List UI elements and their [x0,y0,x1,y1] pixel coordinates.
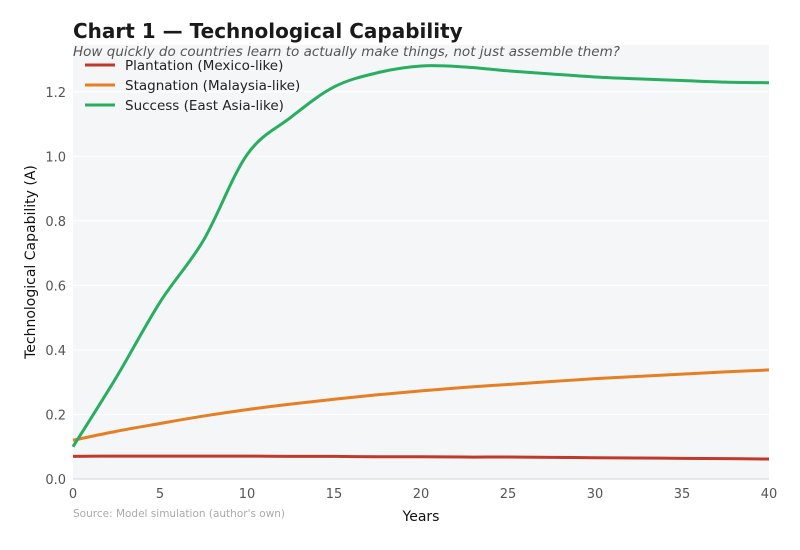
grid-lines [73,91,769,480]
chart-title: Chart 1 — Technological Capability [73,19,463,43]
legend-label: Success (East Asia-like) [125,98,284,114]
y-ticks: 0.0 0.2 0.4 0.6 0.8 1.0 1.2 [45,86,66,488]
y-tick-label: 0.8 [45,215,66,230]
x-axis-label: Years [402,509,440,525]
series-line [72,454,770,461]
series-line [71,64,770,448]
y-tick-label: 0.6 [45,279,66,294]
x-ticks: 0 5 10 15 20 25 30 35 40 [69,487,777,502]
x-tick-label: 40 [761,487,778,502]
x-tick-label: 5 [156,487,164,502]
x-tick-label: 10 [239,487,256,502]
y-tick-label: 0.2 [45,408,66,423]
chart-subtitle: How quickly do countries learn to actual… [73,44,620,60]
y-tick-label: 0.0 [45,473,66,488]
series-lines [71,64,770,461]
x-tick-label: 25 [500,487,517,502]
x-tick-label: 35 [674,487,691,502]
y-tick-label: 0.4 [45,344,66,359]
legend-label: Stagnation (Malaysia-like) [125,78,300,94]
series-line [72,368,770,442]
x-tick-label: 30 [587,487,604,502]
legend: Plantation (Mexico-like) Stagnation (Mala… [85,58,300,114]
legend-label: Plantation (Mexico-like) [125,58,283,74]
y-tick-label: 1.0 [45,150,66,165]
x-tick-label: 0 [69,487,77,502]
x-tick-label: 15 [326,487,343,502]
source-note: Source: Model simulation (author's own) [73,508,285,520]
y-axis-label: Technological Capability (A) [23,165,39,360]
y-tick-label: 1.2 [45,86,66,101]
x-tick-label: 20 [413,487,430,502]
